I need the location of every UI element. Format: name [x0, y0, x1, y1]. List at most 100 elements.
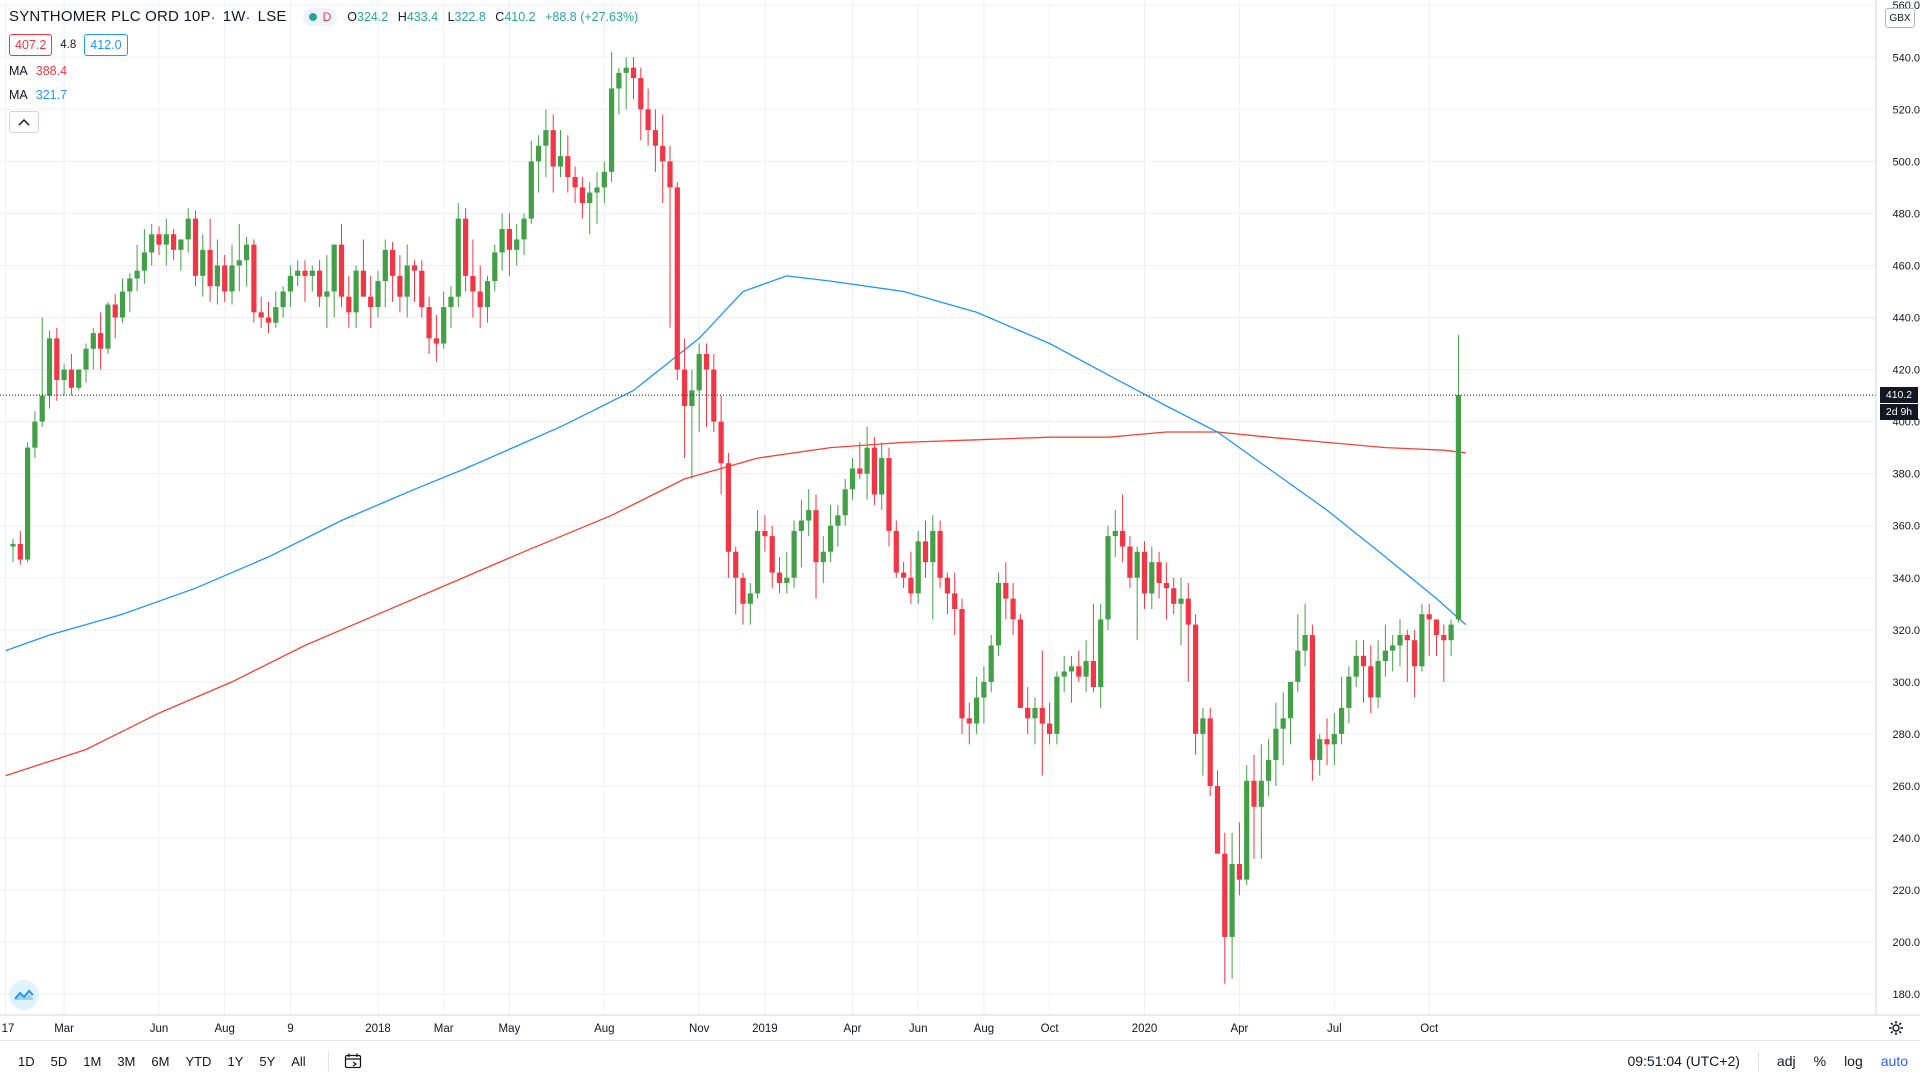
candle-body[interactable]	[90, 333, 96, 349]
candle-body[interactable]	[1448, 624, 1454, 641]
candle-body[interactable]	[1324, 739, 1330, 745]
candle-body[interactable]	[171, 234, 177, 250]
candle-body[interactable]	[134, 270, 140, 279]
candle-body[interactable]	[185, 218, 191, 240]
candle-body[interactable]	[981, 681, 987, 698]
candle-body[interactable]	[324, 291, 330, 297]
candle-body[interactable]	[762, 530, 768, 537]
candle-body[interactable]	[273, 307, 279, 323]
candle-body[interactable]	[1339, 707, 1345, 734]
candle-body[interactable]	[1287, 681, 1294, 719]
candle-body[interactable]	[1207, 718, 1213, 786]
candle-body[interactable]	[1083, 661, 1089, 677]
log-toggle[interactable]: log	[1844, 1053, 1863, 1069]
candle-body[interactable]	[652, 130, 658, 146]
candle-body[interactable]	[258, 312, 264, 318]
candle-body[interactable]	[1090, 661, 1096, 688]
candle-body[interactable]	[244, 244, 250, 261]
range-1d-button[interactable]: 1D	[18, 1053, 35, 1069]
candle-body[interactable]	[849, 468, 856, 490]
candle-body[interactable]	[119, 291, 126, 318]
candle-body[interactable]	[1236, 864, 1242, 880]
candle-body[interactable]	[521, 218, 527, 240]
range-5d-button[interactable]: 5D	[50, 1053, 68, 1069]
candle-body[interactable]	[1404, 635, 1410, 641]
candle-body[interactable]	[1163, 582, 1169, 589]
candle-body[interactable]	[1302, 635, 1308, 651]
candle-body[interactable]	[214, 265, 220, 287]
candle-body[interactable]	[784, 577, 790, 583]
candle-body[interactable]	[1105, 536, 1111, 620]
candle-body[interactable]	[112, 304, 118, 318]
candle-body[interactable]	[901, 572, 907, 578]
candle-body[interactable]	[448, 296, 454, 308]
symbol-name[interactable]: SYNTHOMER PLC ORD 10P	[9, 8, 211, 25]
candle-body[interactable]	[360, 270, 366, 297]
candle-body[interactable]	[557, 156, 564, 167]
candle-body[interactable]	[222, 265, 228, 292]
gear-icon[interactable]	[1888, 1020, 1904, 1036]
candle-body[interactable]	[17, 543, 23, 560]
candle-body[interactable]	[1266, 759, 1272, 781]
candle-body[interactable]	[1039, 707, 1045, 724]
candle-body[interactable]	[1273, 728, 1279, 760]
candle-body[interactable]	[397, 275, 403, 297]
candle-body[interactable]	[1214, 785, 1221, 854]
candle-body[interactable]	[579, 187, 585, 203]
candle-body[interactable]	[76, 369, 82, 388]
candle-body[interactable]	[426, 307, 432, 339]
candle-body[interactable]	[302, 270, 308, 276]
candle-body[interactable]	[68, 369, 74, 388]
candle-body[interactable]	[974, 697, 980, 724]
candle-body[interactable]	[32, 421, 38, 448]
candle-body[interactable]	[470, 275, 476, 292]
candle-body[interactable]	[922, 541, 929, 563]
candle-body[interactable]	[806, 510, 812, 521]
candle-body[interactable]	[1134, 551, 1140, 578]
candle-body[interactable]	[609, 88, 615, 172]
candle-body[interactable]	[61, 369, 67, 380]
candle-body[interactable]	[959, 609, 965, 719]
candle-body[interactable]	[930, 530, 936, 563]
candle-body[interactable]	[689, 390, 695, 406]
candle-body[interactable]	[207, 249, 213, 287]
candle-body[interactable]	[740, 577, 746, 604]
candle-body[interactable]	[1375, 661, 1381, 698]
candle-body[interactable]	[1156, 562, 1162, 583]
candle-body[interactable]	[1178, 598, 1184, 604]
candle-body[interactable]	[280, 291, 286, 308]
candle-body[interactable]	[390, 249, 396, 276]
candle-body[interactable]	[616, 72, 622, 89]
candle-body[interactable]	[703, 353, 710, 370]
candle-body[interactable]	[455, 218, 461, 297]
candle-body[interactable]	[1141, 551, 1148, 594]
candle-body[interactable]	[587, 192, 593, 203]
candle-body[interactable]	[1258, 780, 1264, 807]
candle-body[interactable]	[1061, 671, 1067, 677]
candle-body[interactable]	[886, 458, 892, 531]
candle-body[interactable]	[871, 447, 877, 495]
candle-body[interactable]	[368, 296, 374, 308]
candle-body[interactable]	[988, 645, 994, 682]
candle-body[interactable]	[1331, 733, 1337, 745]
ask-price-button[interactable]: 412.0	[84, 34, 128, 56]
candle-body[interactable]	[645, 109, 651, 131]
candle-body[interactable]	[696, 353, 702, 391]
price-chart[interactable]: 180.0 200.0 220.0 240.0 260.0 280.0 300.0 320.0…	[0, 0, 1920, 1040]
candle-body[interactable]	[338, 244, 345, 297]
candle-body[interactable]	[309, 270, 315, 276]
candle-body[interactable]	[791, 530, 797, 578]
candle-body[interactable]	[419, 270, 425, 308]
candle-body[interactable]	[550, 130, 556, 167]
candle-body[interactable]	[1382, 650, 1388, 662]
candle-body[interactable]	[1222, 853, 1228, 937]
legend-collapse-button[interactable]	[9, 111, 39, 133]
candle-body[interactable]	[733, 551, 739, 578]
candle-body[interactable]	[1149, 562, 1155, 594]
candle-body[interactable]	[1098, 619, 1104, 688]
candle-body[interactable]	[601, 171, 607, 188]
candle-body[interactable]	[1412, 640, 1418, 667]
candle-body[interactable]	[149, 234, 155, 253]
candle-body[interactable]	[1112, 530, 1118, 537]
candle-body[interactable]	[163, 234, 169, 245]
